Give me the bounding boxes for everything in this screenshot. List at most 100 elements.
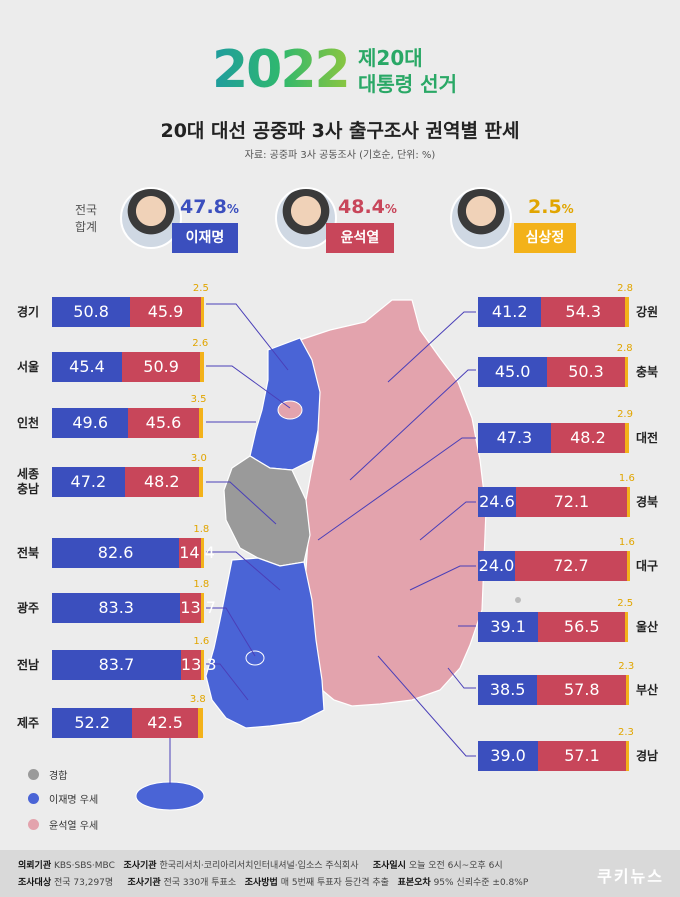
sim-value-label: 3.5 bbox=[190, 394, 207, 405]
region-name-line: 세종 bbox=[16, 467, 40, 481]
region-name-line: 경기 bbox=[16, 304, 40, 319]
region-bar-right-5: 39.1 56.5 bbox=[478, 612, 632, 642]
candidate-lee-pct: 47.8% bbox=[180, 196, 239, 218]
region-bar-left-6: 83.7 13.3 bbox=[52, 650, 217, 680]
sim-value-label: 1.8 bbox=[193, 524, 210, 535]
legend-label-yoon: 윤석열 우세 bbox=[49, 820, 99, 832]
region-name-line: 대구 bbox=[635, 558, 659, 573]
region-bar-left-0: 50.8 45.9 bbox=[52, 297, 206, 327]
footer-row-2: 조사대상 전국 73,297명 조사기관 전국 330개 투표소 조사방법 매 … bbox=[18, 875, 528, 888]
bar-segment-lee: 45.0 bbox=[478, 357, 548, 387]
bar-segment-lee: 50.8 bbox=[52, 297, 131, 327]
leader-line-gyeonggi bbox=[206, 303, 289, 371]
leader-line-chungbuk bbox=[349, 369, 476, 481]
region-bar-left-2: 49.6 45.6 bbox=[52, 408, 206, 438]
candidate-lee-name: 이재명 bbox=[172, 223, 238, 253]
region-label-right-7: 경남 bbox=[630, 749, 664, 764]
region-name-line: 대전 bbox=[635, 430, 659, 445]
region-label-left-1: 서울 bbox=[10, 360, 46, 375]
sim-value-label: 1.6 bbox=[618, 537, 635, 548]
region-label-left-4: 전북 bbox=[10, 546, 46, 561]
sim-value-label: 2.3 bbox=[618, 661, 635, 672]
region-bar-right-4: 24.0 72.7 bbox=[478, 551, 632, 581]
bar-segment-lee: 52.2 bbox=[52, 708, 133, 738]
sim-value-label: 3.0 bbox=[190, 453, 207, 464]
region-label-right-0: 강원 bbox=[630, 305, 664, 320]
region-name-line: 울산 bbox=[635, 619, 659, 634]
region-name-line: 전남 bbox=[16, 657, 40, 672]
region-name-line: 광주 bbox=[16, 600, 40, 615]
bar-segment-yoon: 72.1 bbox=[515, 487, 627, 517]
footer-value: 95% 신뢰수준 ±0.8%P bbox=[433, 878, 529, 888]
region-bar-left-4: 82.6 14.4 bbox=[52, 538, 215, 568]
footer-value: 한국리서치·코리아리서치인터내셔널·입소스 주식회사 bbox=[159, 861, 359, 871]
leader-line-jeonbuk bbox=[206, 551, 281, 591]
sim-value-label: 2.6 bbox=[192, 338, 209, 349]
bar-segment-lee: 83.7 bbox=[52, 650, 181, 680]
bar-segment-sim bbox=[626, 551, 630, 581]
footer-key: 조사일시 bbox=[372, 861, 406, 871]
bar-segment-yoon: 42.5 bbox=[132, 708, 198, 738]
footer-value: 전국 330개 투표소 bbox=[163, 878, 237, 888]
region-label-left-5: 광주 bbox=[10, 601, 46, 616]
footer-value: 매 5번째 투표자 등간격 추출 bbox=[280, 878, 389, 888]
sim-value-label: 2.3 bbox=[617, 727, 634, 738]
bar-segment-yoon: 54.3 bbox=[541, 297, 626, 327]
bar-segment-yoon: 45.9 bbox=[130, 297, 201, 327]
sim-value-label: 1.6 bbox=[193, 636, 210, 647]
region-name-line: 제주 bbox=[16, 715, 40, 730]
map-seoul bbox=[277, 400, 303, 420]
sim-value-label: 1.8 bbox=[193, 579, 210, 590]
bar-segment-lee: 39.0 bbox=[478, 741, 539, 771]
region-bar-left-3: 47.2 48.2 bbox=[52, 467, 206, 497]
legend-swatch-swing bbox=[28, 768, 39, 780]
bar-segment-yoon: 72.7 bbox=[514, 551, 627, 581]
legend-item-lee: 이재명 우세 bbox=[28, 784, 98, 812]
bar-segment-yoon: 13.3 bbox=[180, 650, 217, 680]
bar-segment-lee: 47.3 bbox=[478, 423, 551, 453]
korea-map bbox=[135, 299, 521, 811]
candidate-lee-photo bbox=[120, 187, 182, 249]
region-label-left-6: 전남 bbox=[10, 658, 46, 673]
leader-line-sejong-chungnam bbox=[206, 481, 277, 525]
map-east-region bbox=[299, 299, 487, 707]
bar-segment-lee: 39.1 bbox=[478, 612, 539, 642]
region-bar-right-1: 45.0 50.3 bbox=[478, 357, 632, 387]
footer-value: 오늘 오전 6시~오후 6시 bbox=[408, 861, 503, 871]
region-bar-right-0: 41.2 54.3 bbox=[478, 297, 632, 327]
sim-value-label: 2.9 bbox=[617, 409, 633, 420]
bar-segment-sim bbox=[198, 467, 203, 497]
bar-segment-lee: 49.6 bbox=[52, 408, 129, 438]
footer-row-1: 의뢰기관 KBS·SBS·MBC 조사기관 한국리서치·코리아리서치인터내셔널·… bbox=[18, 858, 503, 871]
bar-segment-sim bbox=[200, 297, 204, 327]
sim-value-label: 2.8 bbox=[617, 283, 633, 294]
footer-value: 전국 73,297명 bbox=[54, 878, 114, 888]
bar-segment-sim bbox=[626, 675, 630, 705]
region-name-line: 경남 bbox=[635, 748, 659, 763]
region-label-right-3: 경북 bbox=[630, 495, 664, 510]
leader-line-daejeon bbox=[317, 437, 476, 541]
bar-segment-sim bbox=[201, 650, 205, 680]
region-label-left-0: 경기 bbox=[10, 305, 46, 320]
bar-segment-yoon: 50.9 bbox=[121, 352, 201, 382]
bar-segment-lee: 41.2 bbox=[478, 297, 542, 327]
legend-item-swing: 경합 bbox=[28, 764, 98, 784]
legend-label-lee: 이재명 우세 bbox=[49, 794, 99, 806]
bar-segment-lee: 24.0 bbox=[478, 551, 515, 581]
bar-segment-sim bbox=[625, 297, 629, 327]
leader-line-seoul bbox=[206, 365, 291, 409]
bar-segment-sim bbox=[625, 612, 629, 642]
leader-line-gangwon bbox=[387, 311, 476, 383]
year-logo: 2022 bbox=[212, 40, 351, 100]
footer-key: 조사방법 bbox=[244, 878, 278, 888]
region-label-right-6: 부산 bbox=[630, 683, 664, 698]
bar-segment-sim bbox=[201, 538, 205, 568]
region-name-line: 부산 bbox=[635, 682, 659, 697]
bar-segment-sim bbox=[201, 593, 205, 623]
legend-item-yoon: 윤석열 우세 bbox=[28, 812, 98, 836]
sim-value-label: 3.8 bbox=[189, 694, 206, 705]
map-gwangju bbox=[245, 650, 265, 666]
bar-segment-sim bbox=[626, 487, 630, 517]
bar-segment-yoon: 57.8 bbox=[537, 675, 627, 705]
bar-segment-sim bbox=[200, 352, 204, 382]
